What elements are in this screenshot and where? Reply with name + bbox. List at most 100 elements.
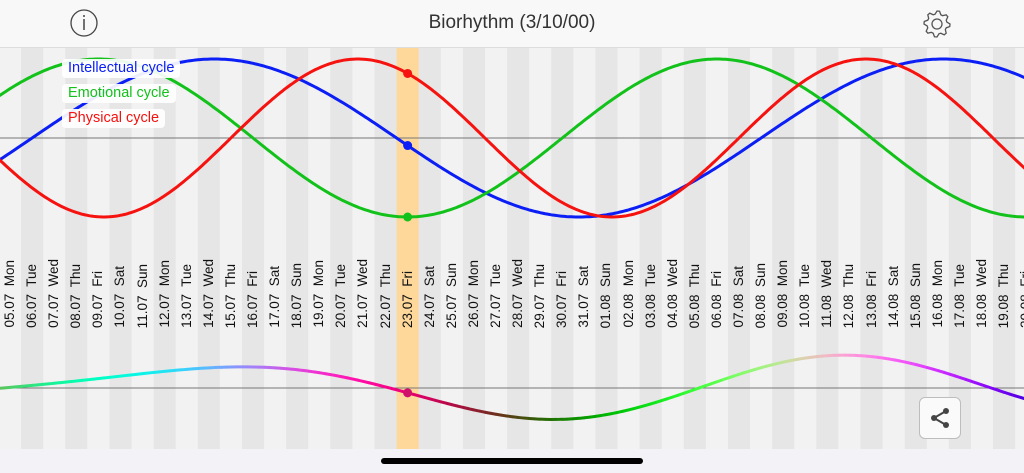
combined-cycle-segment (584, 415, 591, 420)
combined-cycle-segment (170, 368, 177, 373)
combined-cycle-segment (655, 399, 663, 404)
combined-cycle-segment (744, 369, 751, 375)
combined-cycle-segment (1020, 396, 1024, 401)
combined-cycle-segment (998, 389, 1005, 394)
combined-cycle-segment (379, 384, 387, 389)
combined-cycle-segment (650, 400, 658, 406)
day-column (705, 48, 729, 449)
day-column (65, 48, 88, 449)
legend-physical: Physical cycle (62, 109, 166, 128)
day-column (926, 48, 950, 449)
combined-cycle-segment (87, 377, 94, 382)
info-circle-icon[interactable] (70, 9, 98, 37)
combined-cycle-segment (633, 405, 641, 410)
combined-cycle-segment (523, 416, 530, 421)
combined-cycle-segment (445, 401, 453, 407)
day-column (43, 48, 66, 449)
combined-cycle-segment (766, 363, 773, 368)
combined-cycle-segment (937, 369, 945, 374)
combined-cycle-segment (70, 379, 77, 384)
combined-cycle-segment (512, 415, 519, 419)
combined-cycle-segment (462, 405, 470, 411)
combined-cycle-segment (65, 380, 72, 384)
combined-cycle-segment (324, 372, 332, 377)
combined-cycle-segment (490, 411, 497, 416)
page-title: Biorhythm (3/10/00) (428, 12, 596, 33)
combined-cycle-segment (302, 368, 309, 373)
combined-cycle-segment (942, 370, 950, 376)
combined-cycle-segment (153, 370, 160, 374)
day-column (286, 48, 309, 449)
day-column (816, 48, 839, 449)
day-column (241, 48, 265, 449)
combined-cycle-segment (816, 354, 823, 359)
combined-cycle-segment (721, 376, 729, 382)
combined-cycle-segment (926, 365, 934, 371)
day-column (374, 48, 398, 449)
combined-cycle-segment (617, 409, 624, 414)
combined-cycle-segment (1009, 392, 1016, 398)
combined-cycle-segment (1003, 390, 1011, 396)
combined-cycle-segment (987, 385, 994, 391)
day-column (529, 48, 552, 449)
combined-cycle-segment (374, 382, 381, 388)
combined-cycle-segment (920, 364, 928, 369)
combined-cycle-segment (429, 397, 437, 402)
day-column (484, 48, 508, 449)
combined-cycle-segment (805, 355, 812, 360)
combined-cycle-segment (970, 379, 978, 385)
day-column (948, 48, 972, 449)
day-column (683, 48, 707, 449)
combined-cycle-segment (710, 380, 718, 386)
combined-cycle-segment (1014, 394, 1022, 400)
day-column (440, 48, 464, 449)
combined-cycle-segment (59, 380, 66, 385)
combined-cycle-segment (661, 397, 669, 403)
combined-cycle-segment (175, 368, 182, 372)
combined-cycle-segment (699, 384, 707, 389)
combined-cycle-segment (931, 367, 939, 373)
physical-cycle-line (0, 57, 1024, 219)
combined-cycle-segment (639, 403, 646, 409)
share-button[interactable] (919, 397, 961, 439)
combined-cycle-segment (517, 415, 525, 420)
combined-cycle-segment (782, 359, 790, 364)
gear-icon[interactable] (921, 8, 953, 40)
combined-cycle-segment (738, 371, 746, 376)
combined-cycle-segment (418, 394, 426, 399)
combined-cycle-segment (98, 376, 105, 381)
combined-cycle-segment (578, 416, 585, 420)
day-column (617, 48, 641, 449)
day-column (661, 48, 685, 449)
combined-cycle-segment (352, 377, 359, 382)
combined-cycle-segment (694, 385, 702, 391)
combined-cycle-segment (319, 371, 326, 376)
day-column (507, 48, 530, 449)
combined-cycle-segment (904, 360, 911, 365)
biorhythm-chart[interactable] (0, 48, 1024, 449)
combined-cycle-segment (81, 378, 88, 382)
combined-cycle-segment (330, 373, 337, 378)
day-column (462, 48, 486, 449)
combined-cycle-segment (628, 406, 635, 412)
day-column (87, 48, 110, 449)
combined-cycle-segment (981, 383, 989, 389)
combined-cycle-segment (92, 377, 99, 381)
combined-cycle-segment (20, 384, 28, 388)
combined-cycle-segment (451, 403, 459, 408)
combined-cycle-segment (495, 412, 503, 417)
combined-cycle-segment (882, 356, 889, 361)
legend: Intellectual cycle Emotional cycle Physi… (62, 59, 181, 134)
combined-cycle-segment (666, 395, 674, 401)
combined-cycle-segment (440, 400, 448, 405)
day-column (418, 48, 442, 449)
combined-cycle-segment (291, 367, 298, 372)
combined-cycle-segment (611, 410, 619, 416)
combined-cycle-segment (296, 368, 304, 372)
combined-cycle-segment (727, 374, 735, 380)
combined-cycle-segment (876, 355, 884, 360)
day-column (727, 48, 751, 449)
combined-cycle-segment (76, 378, 83, 383)
combined-cycle-segment (959, 376, 967, 381)
combined-cycle-segment (688, 387, 696, 393)
